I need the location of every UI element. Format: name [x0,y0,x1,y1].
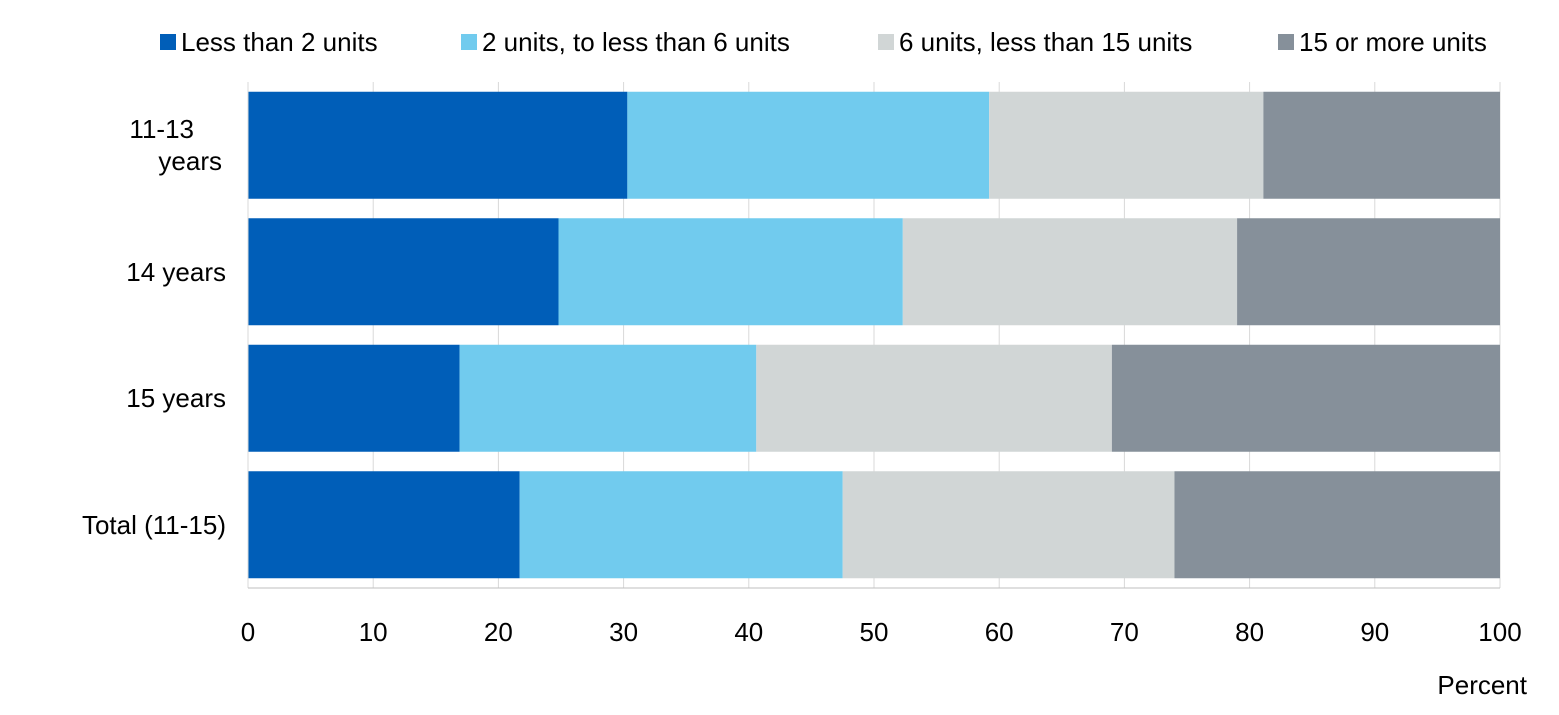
category-label: 14 years [126,256,226,287]
bar-segment [248,471,520,579]
x-tick-label: 40 [734,617,764,647]
bar-segment [902,218,1238,326]
x-tick-label: 90 [1360,617,1390,647]
x-tick-label: 10 [358,617,388,647]
bar-segment [627,91,990,199]
legend-label: 15 or more units [1299,27,1487,57]
x-axis-label: Percent [1437,670,1527,700]
bar-segment [558,218,903,326]
legend-swatch [160,34,176,50]
category-label: 15 years [126,383,226,414]
bar-segment [1174,471,1500,579]
x-tick-label: 60 [984,617,1014,647]
bar-segment [1263,91,1500,199]
category-label: Total (11-15) [81,509,226,540]
x-tick-label: 0 [240,617,256,647]
bar-segment [1111,344,1500,452]
legend-item: 6 units, less than 15 units [878,24,1192,60]
bar-segment [459,344,757,452]
legend-swatch [1278,34,1294,50]
bar-segment [519,471,843,579]
bar-segment [756,344,1112,452]
bar-segment [842,471,1175,579]
x-tick-label: 50 [859,617,889,647]
bar-segment [989,91,1264,199]
x-tick-label: 20 [483,617,513,647]
bar-segment [248,344,460,452]
x-tick-label: 100 [1478,617,1522,647]
legend-label: 2 units, to less than 6 units [482,27,790,57]
legend-swatch [878,34,894,50]
legend: Less than 2 units 2 units, to less than 6… [0,24,1559,64]
category-label: 11-13 years [129,114,222,177]
legend-item: 2 units, to less than 6 units [461,24,790,60]
legend-swatch [461,34,477,50]
bar-segment [1237,218,1500,326]
x-tick-label: 30 [609,617,639,647]
legend-item: 15 or more units [1278,24,1487,60]
x-tick-label: 70 [1109,617,1139,647]
legend-label: Less than 2 units [181,27,378,57]
bar-segment [248,91,628,199]
bar-segment [248,218,559,326]
legend-item: Less than 2 units [160,24,378,60]
x-tick-label: 80 [1235,617,1265,647]
legend-label: 6 units, less than 15 units [899,27,1193,57]
